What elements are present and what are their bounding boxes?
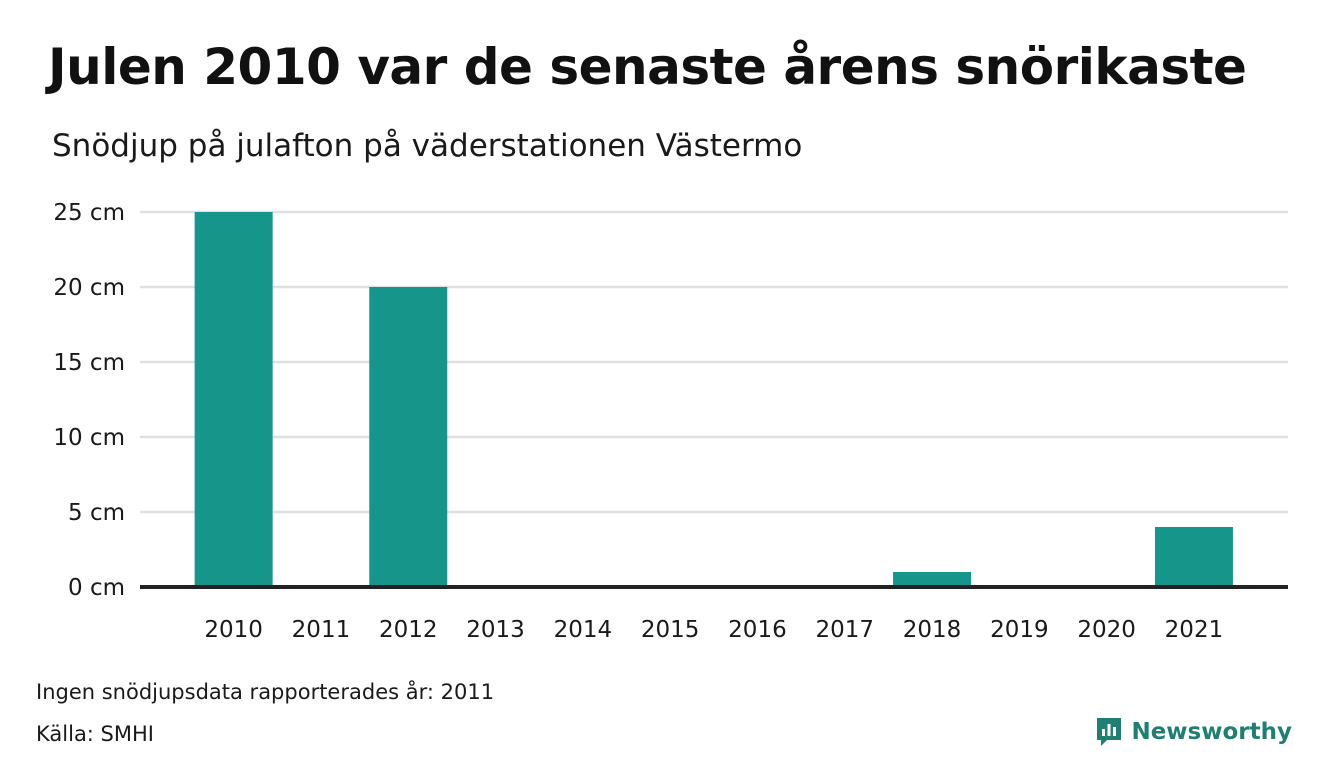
bars (194, 212, 1233, 587)
y-tick-label: 5 cm (68, 500, 125, 526)
chart-title: Julen 2010 var de senaste årens snörikas… (48, 38, 1247, 96)
newsworthy-logo-icon (1097, 718, 1122, 746)
brand-logo: Newsworthy (1095, 716, 1292, 748)
bar-2012 (369, 287, 448, 587)
x-tick-label: 2015 (641, 617, 700, 643)
x-tick-label: 2018 (903, 617, 962, 643)
x-tick-label: 2016 (728, 617, 787, 643)
x-tick-label: 2019 (990, 617, 1049, 643)
bar-2021 (1154, 527, 1233, 587)
x-tick-label: 2021 (1165, 617, 1224, 643)
x-tick-label: 2013 (466, 617, 525, 643)
bar-2018 (893, 572, 972, 587)
gridlines (140, 210, 1288, 514)
x-tick-label: 2017 (815, 617, 874, 643)
x-axis-labels: 2010 2011 2012 2013 2014 2015 2016 2017 2018 2019… (204, 617, 1223, 643)
y-tick-label: 10 cm (53, 425, 125, 451)
bar-2010 (194, 212, 273, 587)
x-tick-label: 2014 (554, 617, 613, 643)
y-axis-labels: 0 cm 5 cm 10 cm 15 cm 20 cm 25 cm (53, 200, 125, 601)
y-tick-label: 0 cm (68, 575, 125, 601)
brand-name: Newsworthy (1131, 719, 1292, 745)
y-tick-label: 25 cm (53, 200, 125, 226)
x-tick-label: 2012 (379, 617, 438, 643)
x-tick-label: 2010 (204, 617, 263, 643)
x-tick-label: 2011 (292, 617, 351, 643)
source-note: Källa: SMHI (36, 722, 154, 746)
x-tick-label: 2020 (1077, 617, 1136, 643)
footnote: Ingen snödjupsdata rapporterades år: 201… (36, 680, 495, 704)
chart-subtitle: Snödjup på julafton på väderstationen Vä… (52, 128, 803, 164)
y-tick-label: 20 cm (53, 275, 125, 301)
y-tick-label: 15 cm (53, 350, 125, 376)
